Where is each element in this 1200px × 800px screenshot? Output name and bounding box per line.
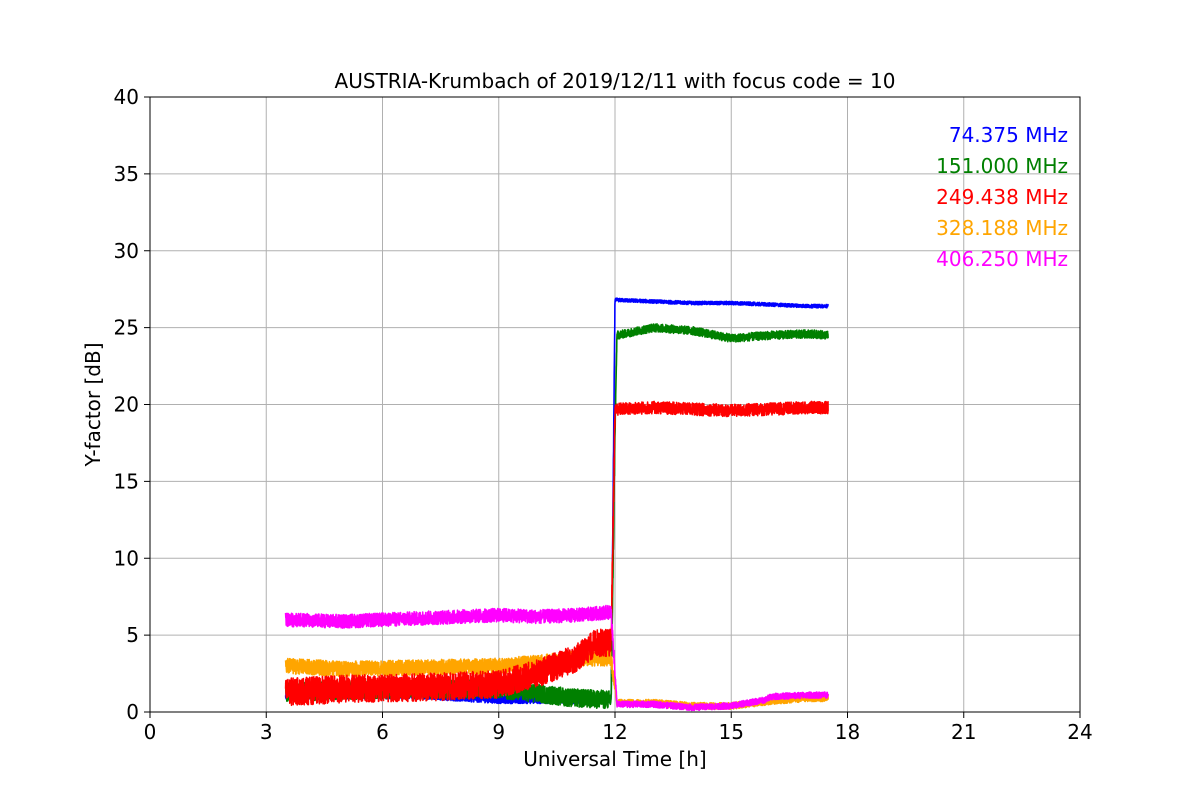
y-tick-label: 15 [114, 469, 139, 493]
legend-entry: 406.250 MHz [936, 247, 1068, 271]
y-tick-label: 5 [126, 623, 139, 647]
y-tick-label: 35 [114, 162, 139, 186]
series-line-74-375-mhz [284, 297, 829, 705]
x-tick-label: 3 [260, 720, 273, 744]
series-line-249-438-mhz [284, 400, 829, 707]
legend: 74.375 MHz 151.000 MHz 249.438 MHz 328.188 … [936, 123, 1068, 271]
chart-title: AUSTRIA-Krumbach of 2019/12/11 with focu… [335, 69, 896, 93]
y-tick-label: 25 [114, 316, 139, 340]
y-tick-label: 0 [126, 700, 139, 724]
x-tick-label: 9 [492, 720, 505, 744]
ticks: 0 3 6 9 12 15 18 21 24 0 5 10 15 20 25 30 35 40 [114, 85, 1093, 744]
x-axis-label: Universal Time [h] [523, 747, 706, 771]
y-tick-label: 40 [114, 85, 139, 109]
x-tick-label: 15 [719, 720, 744, 744]
x-tick-label: 6 [376, 720, 389, 744]
x-tick-label: 24 [1067, 720, 1092, 744]
series-line-151-000-mhz [284, 322, 829, 710]
y-tick-label: 10 [114, 546, 139, 570]
y-tick-label: 20 [114, 393, 139, 417]
y-axis-label: Y-factor [dB] [81, 342, 105, 467]
legend-entry: 74.375 MHz [949, 123, 1068, 147]
x-tick-label: 0 [144, 720, 157, 744]
x-tick-label: 21 [951, 720, 976, 744]
x-tick-label: 12 [602, 720, 627, 744]
series-layer [284, 297, 829, 712]
x-tick-label: 18 [835, 720, 860, 744]
y-tick-label: 30 [114, 239, 139, 263]
legend-entry: 151.000 MHz [936, 154, 1068, 178]
legend-entry: 328.188 MHz [936, 216, 1068, 240]
series-line-406-250-mhz [284, 604, 829, 712]
legend-entry: 249.438 MHz [936, 185, 1068, 209]
